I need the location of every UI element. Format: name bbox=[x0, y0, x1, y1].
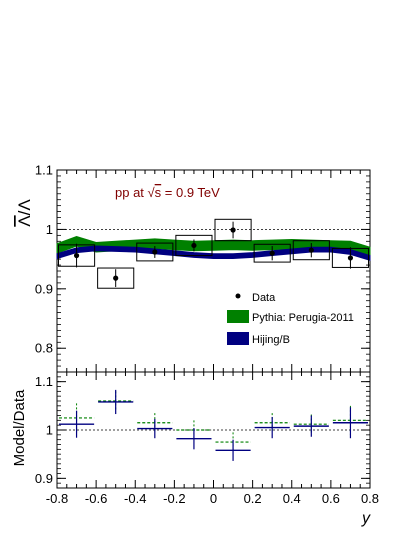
top-y-tick-label: 0.8 bbox=[35, 341, 53, 356]
top-panel-border bbox=[56, 169, 371, 373]
x-tick-label: 0.8 bbox=[361, 491, 379, 506]
x-tick-label: -0.8 bbox=[46, 491, 68, 506]
top-panel-frame bbox=[56, 169, 371, 373]
data-point bbox=[73, 252, 80, 259]
data-point bbox=[191, 242, 197, 249]
data-syst-box bbox=[136, 242, 174, 262]
x-axis-label: y bbox=[361, 510, 371, 527]
top-y-tick-label: 1 bbox=[46, 222, 53, 237]
legend-pythia-label: Pythia: Perugia-2011 bbox=[252, 312, 354, 324]
x-tick-label: -0.4 bbox=[124, 491, 146, 506]
top-panel-model-bands bbox=[56, 236, 371, 261]
data-syst-box bbox=[175, 234, 213, 257]
legend-data-label: Data bbox=[252, 292, 276, 304]
data-point bbox=[113, 275, 119, 281]
data-point bbox=[347, 255, 354, 261]
data-syst-box bbox=[97, 267, 135, 289]
legend-data-marker bbox=[235, 293, 241, 299]
data-syst-box bbox=[214, 218, 252, 242]
legend-pythia-swatch bbox=[227, 310, 249, 323]
data-point bbox=[152, 249, 158, 255]
top-y-tick-label: 1.1 bbox=[35, 163, 53, 178]
data-point bbox=[308, 247, 314, 253]
bottom-panel-ratios bbox=[59, 389, 368, 461]
data-point bbox=[269, 250, 275, 256]
top-panel-data bbox=[58, 218, 369, 289]
axes-text: -0.8 -0.6 -0.4 -0.2 0 0.2 0.4 0.6 0.8 0.8 0.9 1 1.1 0… bbox=[35, 163, 379, 507]
bottom-y-tick-label: 1 bbox=[46, 423, 53, 438]
bottom-panel-frame bbox=[56, 371, 371, 489]
x-tick-label: -0.6 bbox=[85, 491, 107, 506]
x-tick-label: 0.4 bbox=[283, 491, 301, 506]
top-y-tick-label: 0.9 bbox=[35, 281, 53, 296]
legend-hijing-swatch bbox=[227, 332, 249, 345]
data-point bbox=[230, 227, 236, 233]
x-tick-label: 0.2 bbox=[244, 491, 262, 506]
energy-annotation: pp at √s = 0.9 TeV bbox=[115, 185, 220, 200]
data-syst-box bbox=[253, 243, 291, 263]
legend: Data Pythia: Perugia-2011 Hijing/B bbox=[227, 292, 354, 346]
bottom-y-axis-label: Model/Data bbox=[11, 389, 28, 466]
x-tick-label: 0.6 bbox=[322, 491, 340, 506]
x-tick-label: -0.2 bbox=[163, 491, 185, 506]
top-y-axis-label: Λ/Λ bbox=[15, 199, 34, 227]
hijing-band bbox=[56, 245, 371, 261]
x-tick-label: 0 bbox=[210, 491, 217, 506]
data-syst-box bbox=[292, 240, 330, 261]
bottom-y-tick-label: 0.9 bbox=[35, 471, 53, 486]
legend-hijing-label: Hijing/B bbox=[252, 334, 290, 346]
bottom-y-tick-label: 1.1 bbox=[35, 374, 53, 389]
